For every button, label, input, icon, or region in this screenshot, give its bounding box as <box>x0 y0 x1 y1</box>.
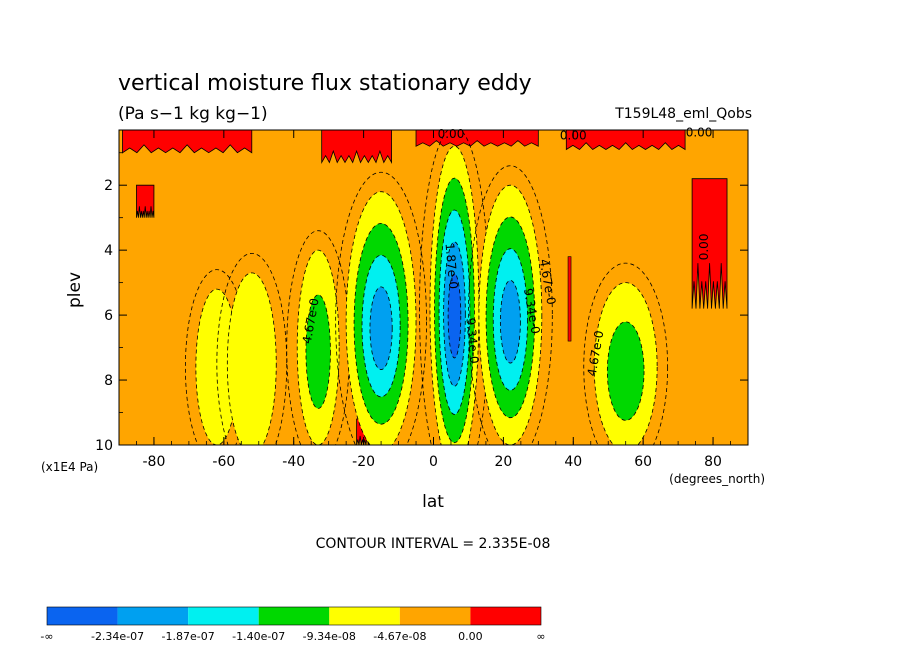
y-axis-label: plev <box>65 272 85 308</box>
colorbar-swatch <box>117 607 189 625</box>
x-tick-label: 20 <box>494 454 512 470</box>
y-tick-label: 10 <box>95 438 113 454</box>
contour-label: 9.34e-0 <box>463 317 481 364</box>
positive-flux-region <box>321 130 393 165</box>
positive-flux-region <box>565 130 686 151</box>
positive-flux-region <box>136 184 155 218</box>
contour-line <box>468 165 553 445</box>
contour-line <box>583 262 669 445</box>
y-axis-unit: (x1E4 Pa) <box>41 460 98 474</box>
y-tick-label: 8 <box>104 373 113 389</box>
contour-label: 0.00 <box>686 125 713 139</box>
negative-flux-level <box>226 272 277 445</box>
colorbar-swatch <box>47 607 118 625</box>
negative-flux-level <box>447 273 462 359</box>
negative-flux-level <box>305 294 331 409</box>
colorbar-label: ∞ <box>536 630 545 643</box>
x-axis-unit: (degrees_north) <box>669 472 765 486</box>
x-ticks: -80 -60 -40 -20 0 20 40 60 80 <box>136 130 731 470</box>
colorbar-label: -∞ <box>40 630 53 643</box>
x-tick-label: 40 <box>564 454 582 470</box>
colorbar-label: -1.87e-07 <box>162 630 215 643</box>
colorbar-label: -1.40e-07 <box>232 630 285 643</box>
x-axis-label: lat <box>422 492 444 512</box>
chart-title: vertical moisture flux stationary eddy <box>118 71 532 96</box>
colorbar-swatch <box>258 607 330 625</box>
colorbar-frame <box>46 606 542 626</box>
y-tick-label: 2 <box>104 178 113 194</box>
x-tick-label: -60 <box>212 454 235 470</box>
colorbar: -∞ -2.34e-07 -1.87e-07 -1.40e-07 -9.34e-08 -4… <box>40 606 546 643</box>
plot-area <box>119 130 748 445</box>
x-tick-label: -80 <box>143 454 166 470</box>
y-tick-label: 6 <box>104 308 113 324</box>
x-tick-label: 0 <box>429 454 438 470</box>
contour-label: 0.00 <box>697 234 711 261</box>
contour-line <box>216 253 288 445</box>
contour-label: 0.00 <box>438 127 465 141</box>
positive-flux-region <box>415 130 539 147</box>
positive-flux-region <box>122 130 253 154</box>
colorbar-label: -4.67e-08 <box>373 630 426 643</box>
colorbar-swatch <box>470 607 541 625</box>
x-tick-label: -40 <box>282 454 305 470</box>
colorbar-label: -9.34e-08 <box>303 630 356 643</box>
colorbar-swatch <box>399 607 471 625</box>
negative-flux-level <box>369 286 393 370</box>
negative-flux-level <box>499 280 521 364</box>
colorbar-swatch <box>329 607 400 625</box>
contour-line <box>185 269 249 445</box>
positive-flux-region <box>691 178 728 309</box>
positive-flux-streak <box>567 256 572 342</box>
colorbar-label: 0.00 <box>458 630 483 643</box>
colorbar-swatch <box>188 607 259 625</box>
x-tick-label: -20 <box>352 454 375 470</box>
contour-interval: CONTOUR INTERVAL = 2.335E-08 <box>316 536 551 552</box>
x-tick-label: 60 <box>634 454 652 470</box>
x-tick-label: 80 <box>704 454 722 470</box>
negative-flux-level <box>606 321 645 421</box>
colorbar-label: -2.34e-07 <box>91 630 144 643</box>
y-ticks: 2 4 6 8 10 <box>95 152 748 454</box>
contour-label: 1.87e-0 <box>442 242 460 289</box>
y-tick-label: 4 <box>104 243 113 259</box>
run-label: T159L48_eml_Qobs <box>614 106 752 122</box>
contour-line <box>335 171 427 445</box>
units-label: (Pa s−1 kg kg−1) <box>118 104 268 124</box>
